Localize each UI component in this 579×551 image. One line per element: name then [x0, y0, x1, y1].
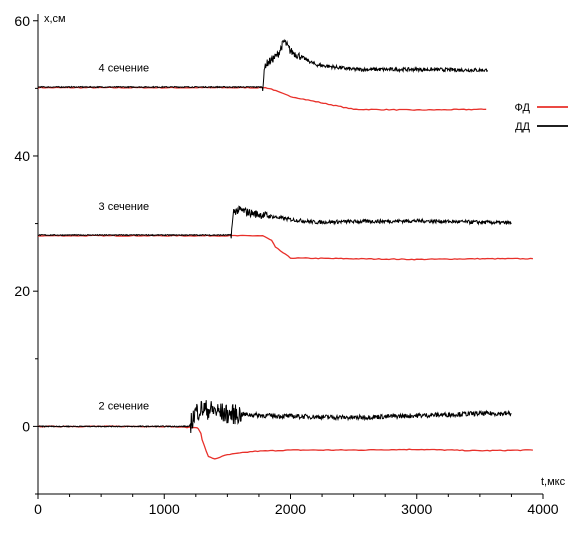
ticks: 0 20 40 60 0 1000 2000 3000 4000 — [14, 13, 558, 517]
y-tick-label: 0 — [22, 418, 30, 434]
legend: ФД ДД — [515, 102, 568, 133]
section-annotation: 2 сечение — [99, 400, 150, 412]
legend-label: ФД — [515, 102, 531, 114]
series-fd-line — [37, 425, 533, 460]
y-tick-label: 40 — [14, 148, 30, 164]
legend-label: ДД — [515, 121, 530, 133]
x-tick-label: 4000 — [527, 501, 558, 517]
series-dd-line — [37, 205, 512, 239]
series-layer — [37, 38, 533, 460]
x-tick-label: 2000 — [275, 501, 306, 517]
section-annotation: 4 сечение — [99, 62, 150, 74]
series-dd-line — [37, 400, 512, 434]
x-tick-label: 3000 — [401, 501, 432, 517]
series-dd-line — [37, 38, 488, 91]
y-tick-label: 20 — [14, 283, 30, 299]
x-tick-label: 1000 — [149, 501, 180, 517]
annotations: 4 сечение 3 сечение 2 сечение — [99, 62, 150, 412]
x-tick-label: 0 — [34, 501, 42, 517]
section-annotation: 3 сечение — [99, 201, 150, 213]
axes — [37, 14, 543, 495]
y-axis-title: x,см — [44, 13, 66, 25]
x-axis-title: t,мкс — [541, 476, 566, 488]
series-fd-line — [37, 234, 533, 261]
y-tick-label: 60 — [14, 13, 30, 29]
series-fd-line — [37, 86, 487, 111]
